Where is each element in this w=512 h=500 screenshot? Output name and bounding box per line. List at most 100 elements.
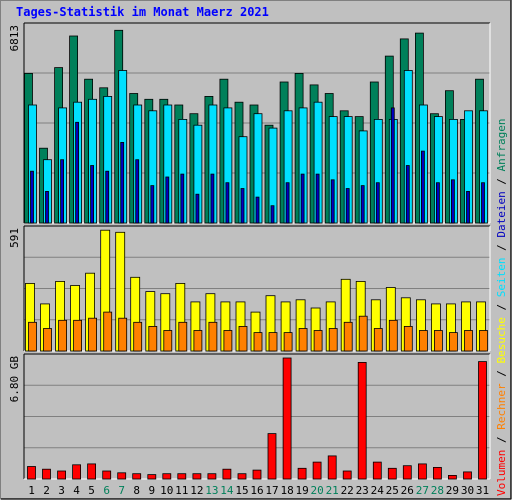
x-tick-day-2: 2 xyxy=(43,484,50,497)
bar-rechner-day-7 xyxy=(118,317,128,352)
bar-volumen-day-2 xyxy=(42,468,51,480)
bar-dateien-day-11 xyxy=(180,173,185,224)
bar-rechner-day-24 xyxy=(373,328,383,352)
bar-volumen-day-16 xyxy=(252,469,262,480)
bar-volumen-day-20 xyxy=(312,461,322,480)
bar-volumen-day-3 xyxy=(57,470,66,480)
x-tick-day-4: 4 xyxy=(73,484,80,497)
bar-rechner-day-27 xyxy=(418,330,428,352)
x-tick-day-5: 5 xyxy=(88,484,95,497)
bar-dateien-day-4 xyxy=(75,121,79,224)
bar-rechner-day-14 xyxy=(223,330,233,352)
bar-volumen-day-13 xyxy=(207,473,217,480)
y-max-label: 6813 xyxy=(8,25,21,52)
bar-volumen-day-26 xyxy=(402,465,412,480)
bar-dateien-day-13 xyxy=(210,173,215,224)
bar-volumen-day-17 xyxy=(267,433,277,480)
x-tick-day-24: 24 xyxy=(371,484,385,497)
bar-rechner-day-28 xyxy=(433,330,443,352)
series-rechner xyxy=(28,311,488,352)
bar-dateien-day-29 xyxy=(450,179,455,224)
bar-dateien-day-26 xyxy=(405,165,410,224)
bar-dateien-day-3 xyxy=(60,159,64,224)
bar-rechner-day-5 xyxy=(88,317,97,352)
x-tick-day-8: 8 xyxy=(133,484,140,497)
bar-volumen-day-14 xyxy=(222,468,232,480)
bar-dateien-day-8 xyxy=(135,159,140,224)
bar-volumen-day-29 xyxy=(447,474,457,480)
series-dateien xyxy=(30,107,485,224)
x-tick-day-26: 26 xyxy=(401,484,414,497)
bar-volumen-day-4 xyxy=(72,464,81,480)
x-tick-day-23: 23 xyxy=(356,484,369,497)
bar-volumen-day-1 xyxy=(27,466,36,480)
x-tick-day-29: 29 xyxy=(446,484,459,497)
bar-rechner-day-8 xyxy=(133,321,143,352)
bar-dateien-day-10 xyxy=(165,176,170,224)
x-tick-day-19: 19 xyxy=(295,484,308,497)
bar-dateien-day-30 xyxy=(466,190,470,224)
x-tick-day-30: 30 xyxy=(461,484,474,497)
x-tick-day-1: 1 xyxy=(28,484,35,497)
bar-volumen-day-30 xyxy=(463,471,472,480)
bar-dateien-day-17 xyxy=(270,205,275,224)
x-tick-day-12: 12 xyxy=(190,484,203,497)
x-tick-day-31: 31 xyxy=(476,484,489,497)
x-tick-day-27: 27 xyxy=(416,484,429,497)
bar-rechner-day-23 xyxy=(358,315,368,352)
y-max-label: 6.80 GB xyxy=(8,356,21,403)
bar-volumen-day-22 xyxy=(342,470,352,480)
bar-dateien-day-19 xyxy=(300,173,305,224)
bar-volumen-day-23 xyxy=(357,361,367,480)
bar-volumen-day-7 xyxy=(117,472,127,480)
legend-separator: / xyxy=(495,430,508,450)
x-tick-day-13: 13 xyxy=(205,484,218,497)
chart-title: Tages-Statistik im Monat Maerz 2021 xyxy=(16,5,269,19)
bar-volumen-day-28 xyxy=(432,466,442,480)
bar-volumen-day-25 xyxy=(387,467,397,480)
bar-volumen-day-18 xyxy=(282,357,292,480)
bar-rechner-day-3 xyxy=(58,319,67,352)
bar-rechner-day-2 xyxy=(43,328,52,352)
legend-separator: / xyxy=(495,364,508,384)
legend-separator: / xyxy=(495,171,508,191)
bar-rechner-day-4 xyxy=(73,319,82,352)
series-volumen xyxy=(27,357,487,480)
x-tick-day-16: 16 xyxy=(250,484,263,497)
x-tick-day-9: 9 xyxy=(148,484,155,497)
bar-volumen-day-8 xyxy=(132,473,142,480)
x-tick-day-20: 20 xyxy=(310,484,323,497)
bar-rechner-day-21 xyxy=(328,328,338,352)
legend-rechner: Rechner xyxy=(495,383,508,430)
bar-dateien-day-23 xyxy=(360,185,365,224)
x-tick-day-14: 14 xyxy=(220,484,234,497)
bar-dateien-day-16 xyxy=(255,196,260,224)
bar-volumen-day-9 xyxy=(147,474,157,480)
bar-rechner-day-18 xyxy=(283,332,293,352)
bar-volumen-day-19 xyxy=(297,467,307,480)
bar-dateien-day-18 xyxy=(285,182,290,224)
panel-2: 591 xyxy=(8,225,491,352)
x-tick-day-21: 21 xyxy=(326,484,339,497)
bar-rechner-day-12 xyxy=(193,330,203,352)
x-tick-day-7: 7 xyxy=(118,484,125,497)
bar-volumen-day-27 xyxy=(417,463,427,480)
bar-rechner-day-30 xyxy=(464,330,473,352)
bar-volumen-day-15 xyxy=(237,473,247,480)
bar-volumen-day-24 xyxy=(372,461,382,480)
x-tick-day-22: 22 xyxy=(341,484,354,497)
panels-group: 6813 591 6.80 GB xyxy=(8,22,491,480)
bar-volumen-day-21 xyxy=(327,455,337,480)
bar-rechner-day-11 xyxy=(178,321,188,352)
bar-rechner-day-15 xyxy=(238,325,248,352)
bar-volumen-day-31 xyxy=(478,361,487,480)
x-tick-day-25: 25 xyxy=(386,484,399,497)
x-tick-day-17: 17 xyxy=(265,484,278,497)
bar-rechner-day-16 xyxy=(253,332,263,352)
x-tick-day-10: 10 xyxy=(160,484,173,497)
y-max-label: 591 xyxy=(8,228,21,248)
bar-volumen-day-12 xyxy=(192,473,202,480)
bar-rechner-day-20 xyxy=(313,330,323,352)
bar-volumen-day-5 xyxy=(87,463,96,480)
bar-rechner-day-22 xyxy=(343,321,353,352)
